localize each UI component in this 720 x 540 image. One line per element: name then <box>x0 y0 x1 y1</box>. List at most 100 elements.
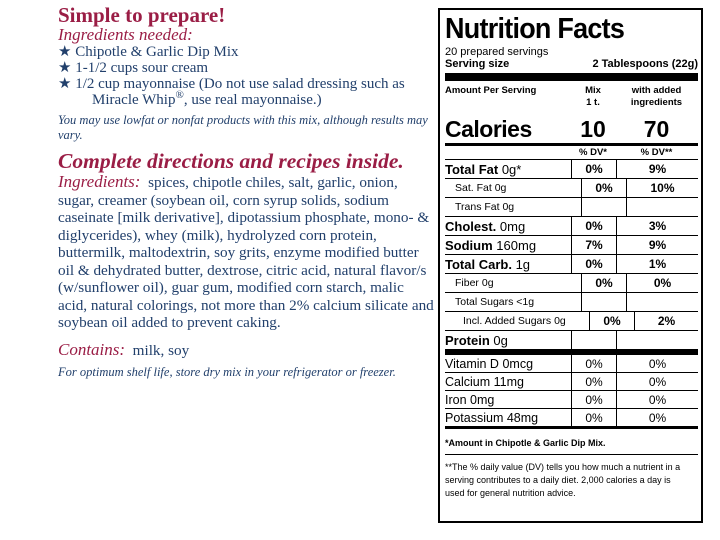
nutrient-row: Protein 0g <box>445 331 698 350</box>
nutrition-content: Nutrition Facts 20 prepared servings Ser… <box>445 10 698 500</box>
calories-mix: 10 <box>580 115 606 142</box>
dv-added: 2% <box>657 314 676 328</box>
serving-size-value: 2 Tablespoons (22g) <box>592 58 698 70</box>
nutrient-amount: 0g <box>493 332 508 348</box>
added-cell: 0% <box>616 373 698 390</box>
needed-item: ★ 1/2 cup mayonnaise (Do not use salad d… <box>58 76 405 108</box>
added-header-line: with added <box>631 85 682 96</box>
added-header: with added ingredients <box>615 85 698 115</box>
nutrient-name-cell: Total Sugars <1g <box>445 296 581 308</box>
footnote-amount-text: *Amount in <box>445 438 493 448</box>
column-header: Amount Per Serving Mix 1 t. with added ing… <box>445 81 698 115</box>
ingredients-text: spices, chipotle chiles, salt, garlic, o… <box>58 174 434 331</box>
nutrient-row: Total Carb. 1g 0% 1% <box>445 255 698 274</box>
item-text: 1/2 cup mayonnaise (Do not use salad dre… <box>75 76 405 108</box>
item-text: Chipotle & Garlic Dip Mix <box>75 44 239 60</box>
nutrient-row: Cholest. 0mg 0% 3% <box>445 217 698 236</box>
item-sup: ® <box>175 89 184 101</box>
nutrient-row: Potassium 48mg 0% 0% <box>445 409 698 427</box>
nutrient-amount: <1g <box>516 296 535 308</box>
dv-mix: 0% <box>585 257 603 271</box>
nutrient-name-cell: Vitamin D 0mcg <box>445 357 571 371</box>
added-cell <box>626 293 698 311</box>
dv-mix: 0% <box>595 276 613 290</box>
nutrient-amount: 0g <box>494 182 507 194</box>
dv-added: % DV** <box>640 147 673 158</box>
nutrient-name: Sat. Fat <box>455 182 492 194</box>
nutrient-name: Fiber <box>455 277 479 289</box>
added-cell: 1% <box>616 255 698 273</box>
mix-cell <box>581 293 626 311</box>
nutrient-amount: 0mg <box>499 218 526 234</box>
nutrient-name-cell: Total Fat 0g* <box>445 162 571 177</box>
needed-item: ★ Chipotle & Garlic Dip Mix <box>58 44 239 60</box>
nutrient-name: Vitamin D <box>445 356 499 371</box>
contains-label: Contains: <box>58 339 126 359</box>
added-cell: 0% <box>616 409 698 426</box>
nutrient-row: Fiber 0g 0% 0% <box>445 274 698 293</box>
nutrient-name: Potassium <box>445 410 504 425</box>
nutrient-name: Total Sugars <box>455 296 514 308</box>
mix-cell: 0% <box>571 355 616 372</box>
nutrient-row: Total Fat 0g* 0% 9% <box>445 160 698 179</box>
thick-rule <box>445 73 698 81</box>
nutrient-amount: 0g <box>502 201 515 213</box>
mix-cell: 0% <box>571 255 616 273</box>
ingredients: Ingredients: spices, chipotle chiles, sa… <box>58 173 436 332</box>
added-cell <box>616 331 698 349</box>
nutrient-name-cell: Total Carb. 1g <box>445 257 571 272</box>
heading: Simple to prepare! <box>58 3 226 27</box>
nutrient-name: Iron <box>445 392 467 407</box>
added-cell <box>626 198 698 216</box>
nutrient-amount: 0mg <box>470 392 495 407</box>
mix-cell: 0% <box>571 409 616 426</box>
calories-added: 70 <box>643 115 670 142</box>
nutrient-name: Calcium <box>445 374 491 389</box>
nutrient-amount: 0g* <box>501 161 522 177</box>
dv-header: % DV* % DV** <box>445 146 698 160</box>
nutrient-name: Sodium <box>445 237 493 253</box>
added-cell: 10% <box>626 179 698 197</box>
contains-text: milk, soy <box>132 341 190 359</box>
mix-cell: 0% <box>571 373 616 390</box>
nutrient-name-cell: Fiber 0g <box>445 277 581 289</box>
nutrient-row: Trans Fat 0g <box>445 198 698 217</box>
dv-mix: 7% <box>585 238 603 252</box>
nutrient-row: Sodium 160mg 7% 9% <box>445 236 698 255</box>
nutrient-name-cell: Protein 0g <box>445 333 571 348</box>
dv-mix: 0% <box>595 181 613 195</box>
medium-rule <box>445 426 698 429</box>
serving-size-label: Serving size <box>445 58 510 70</box>
added-cell: 2% <box>634 312 698 330</box>
nutrient-row: Calcium 11mg 0% 0% <box>445 373 698 391</box>
contains: Contains: milk, soy <box>58 339 436 360</box>
added-cell: 9% <box>616 160 698 178</box>
nutrient-row: Iron 0mg 0% 0% <box>445 391 698 409</box>
storage-note: For optimum shelf life, store dry mix in… <box>58 365 396 379</box>
nutrient-amount: 160mg <box>496 237 537 253</box>
dv-mix: 0% <box>585 356 603 371</box>
mix-cell <box>581 198 626 216</box>
nutrition-title: Nutrition Facts <box>445 13 625 45</box>
footnote-product: Chipotle & Garlic Dip Mix. <box>495 438 606 448</box>
mix-cell: 0% <box>581 274 626 292</box>
added-cell: 9% <box>616 236 698 254</box>
amount-header: Amount Per Serving <box>445 85 537 96</box>
nutrient-name-cell: Calcium 11mg <box>445 375 571 389</box>
mix-cell: 0% <box>571 391 616 408</box>
nutrient-rows: Total Fat 0g* 0% 9% Sat. Fat 0g 0% 10% Trans F… <box>445 160 698 350</box>
nutrient-name: Cholest. <box>445 218 497 234</box>
dv-mix: % DV* <box>579 147 607 158</box>
added-cell: 0% <box>616 355 698 372</box>
needed-item: ★ 1-1/2 cups sour cream <box>58 60 209 76</box>
needed-list: ★ Chipotle & Garlic Dip Mix ★ 1-1/2 cups … <box>58 44 436 108</box>
mix-cell: 0% <box>589 312 634 330</box>
nutrient-name-cell: Potassium 48mg <box>445 411 571 425</box>
nutrient-name-cell: Trans Fat 0g <box>445 201 581 213</box>
dv-added: 0% <box>648 374 667 389</box>
footnote-dv: **The % daily value (DV) tells you how m… <box>445 462 681 498</box>
nutrient-name-cell: Cholest. 0mg <box>445 219 571 234</box>
mix-cell: 0% <box>581 179 626 197</box>
dv-mix: 0% <box>603 314 621 328</box>
